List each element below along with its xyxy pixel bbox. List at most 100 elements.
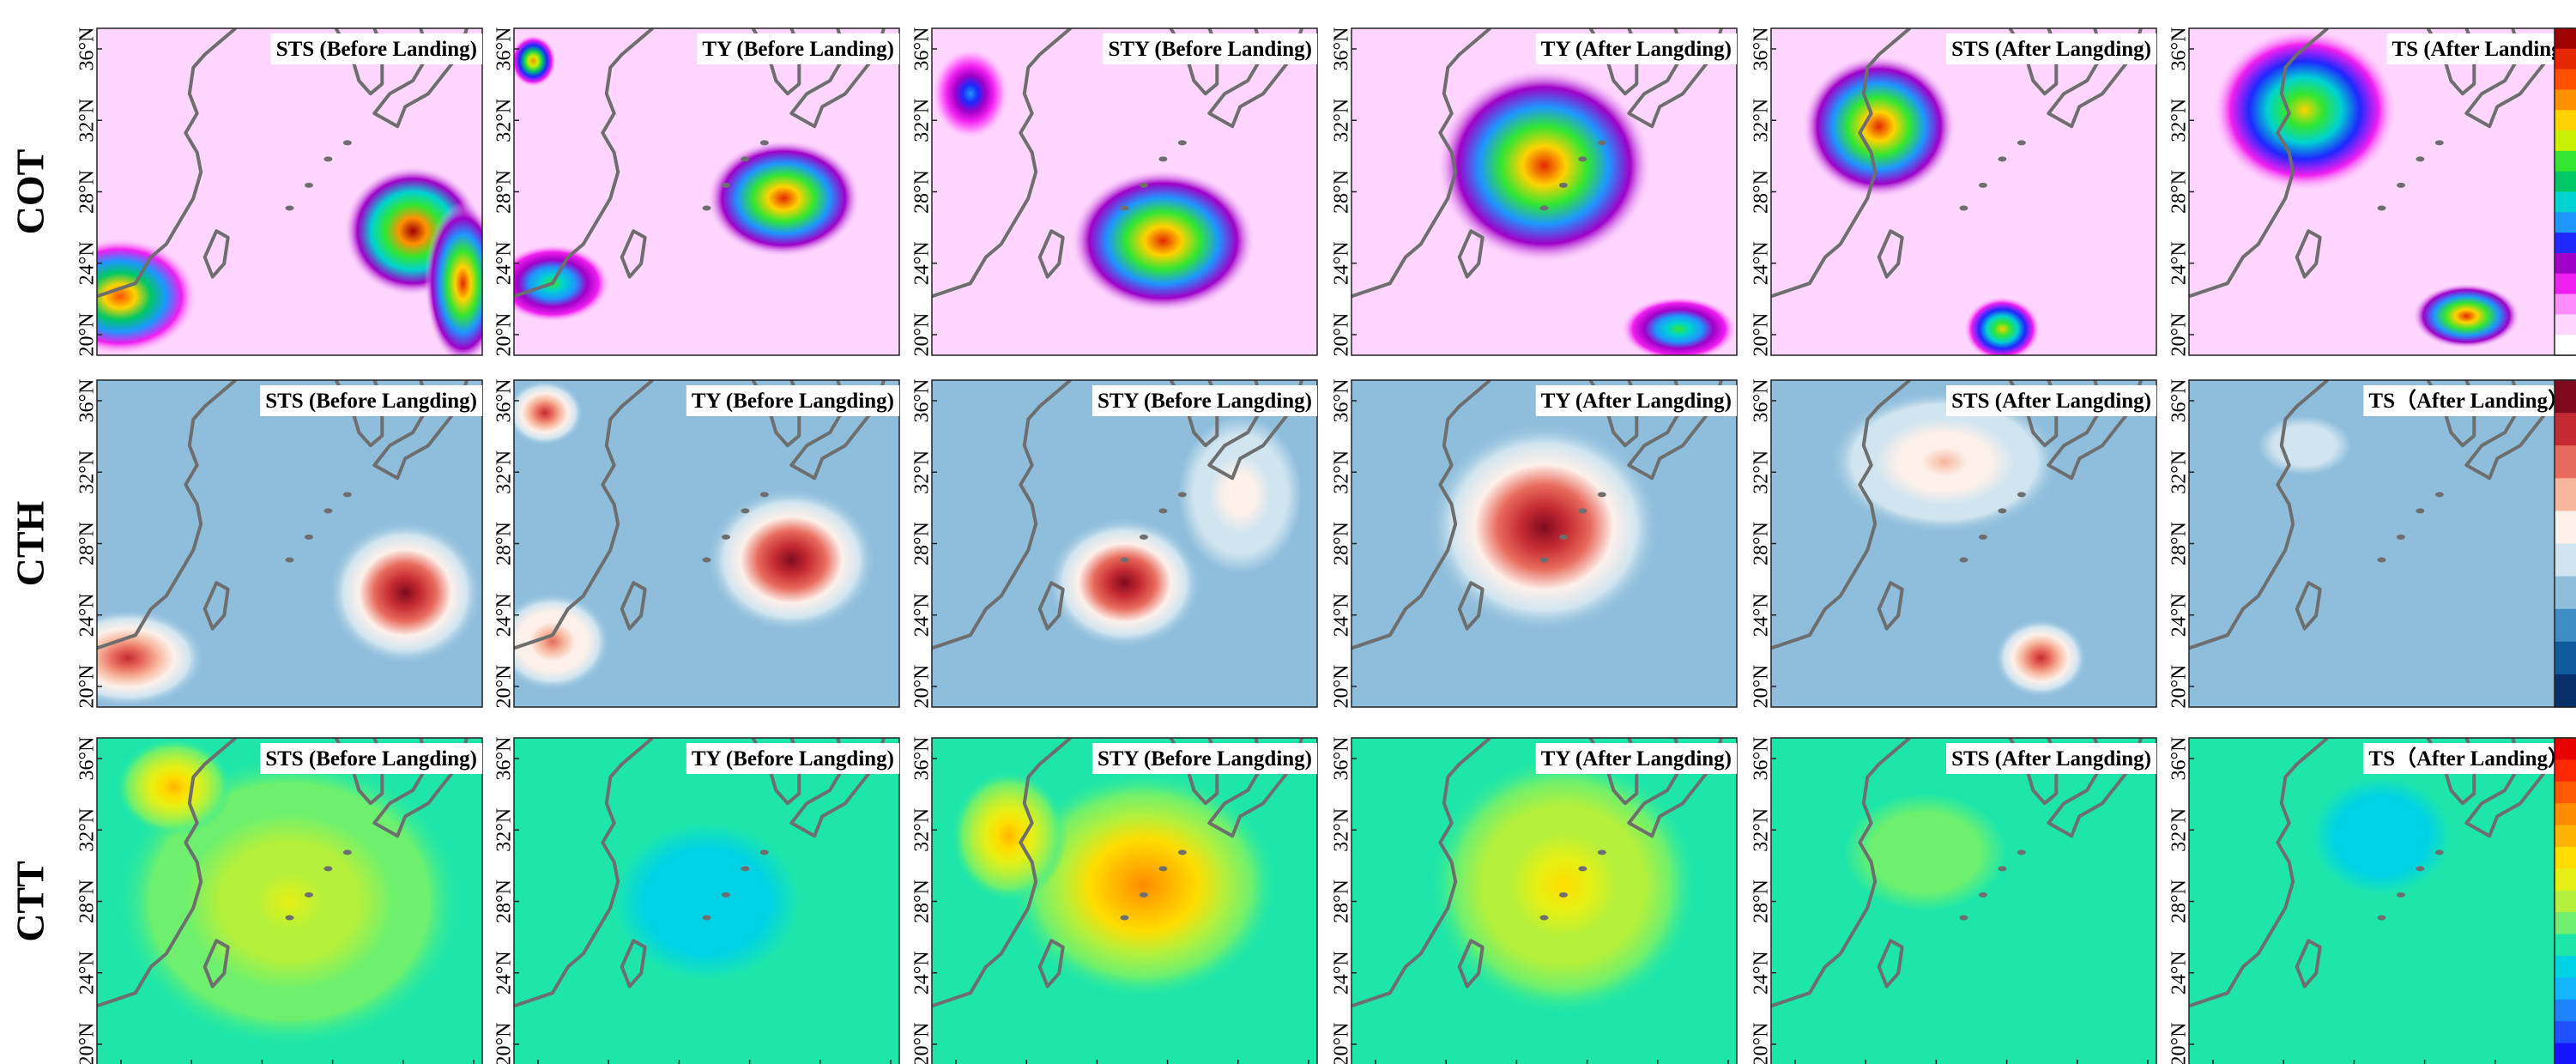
coastline <box>514 28 654 299</box>
colorbar-segment <box>2555 674 2576 708</box>
coastline-japan <box>1627 380 1723 481</box>
coastline <box>97 28 237 299</box>
coastline <box>1351 28 1491 299</box>
island <box>285 915 294 921</box>
lat-tick-label: 28°N <box>2168 170 2191 214</box>
colorbar-segment <box>2555 934 2576 957</box>
colorbar-segment <box>2555 314 2576 336</box>
lat-tick-label: 24°N <box>1331 241 1353 285</box>
island <box>1120 915 1129 921</box>
lat-tick-label: 24°N <box>76 241 99 285</box>
colorbar-segment <box>2555 781 2576 804</box>
row-label-cth: CTH <box>9 500 52 586</box>
panel-title-background <box>2363 743 2574 774</box>
island <box>1578 508 1587 514</box>
colorbar-segment <box>2555 130 2576 152</box>
lat-tick-label: 36°N <box>76 737 99 781</box>
map-panel: STS (After Langding) 36°N 32°N 28°N 24°N 20°N <box>1751 379 2157 709</box>
island <box>1558 892 1568 898</box>
map-panel: STS (Before Langding) 36°N 32°N 28°N 24°N 20°… <box>76 737 483 1064</box>
island <box>741 866 750 872</box>
cloud-field-blob <box>1008 771 1279 1000</box>
lat-tick-label: 20°N <box>2168 665 2191 709</box>
coastline-japan <box>2464 738 2561 838</box>
lat-tick-label: 36°N <box>911 379 934 423</box>
cloud-field-blob <box>97 608 205 707</box>
cloud-field-blob <box>514 380 584 446</box>
cloud-field-blob <box>1790 754 2060 951</box>
lat-tick-label: 36°N <box>2168 27 2191 71</box>
colorbar-frame <box>2554 27 2576 356</box>
lat-tick-label: 32°N <box>1331 450 1353 494</box>
lat-tick-label: 28°N <box>2168 880 2191 923</box>
colorbar-ctt: 218.4201.6184.8168151.2134.4117.6100.884… <box>2554 737 2576 1064</box>
island <box>2377 915 2386 921</box>
coastline <box>514 380 654 650</box>
lat-tick-label: 28°N <box>1751 170 1773 214</box>
lat-tick-label: 24°N <box>1331 593 1353 637</box>
lat-tick-label: 20°N <box>76 665 99 709</box>
cloud-field-blob <box>1829 390 2060 535</box>
colorbar-segment <box>2555 890 2576 913</box>
island <box>2017 140 2026 146</box>
cloud-field-blob <box>2412 283 2521 349</box>
panel-title: STS (After Langding) <box>1951 390 2151 413</box>
cloud-field-blob <box>1994 619 2088 698</box>
lat-tick-label: 24°N <box>76 593 99 637</box>
lat-tick-label: 20°N <box>911 1023 934 1064</box>
colorbar-segment <box>2555 478 2576 511</box>
coastline <box>2189 380 2329 650</box>
panel-title-background <box>1946 743 2156 774</box>
coastline-taiwan <box>2295 229 2322 279</box>
row-label-cot: COT <box>9 149 52 235</box>
island <box>285 205 294 211</box>
cloud-field-blob <box>514 244 611 323</box>
lat-tick-label: 24°N <box>911 951 934 994</box>
island <box>1177 492 1187 498</box>
island <box>2416 508 2425 514</box>
panel-title-background <box>260 385 482 416</box>
coastline <box>1351 738 1491 1008</box>
colorbar-segment <box>2555 1043 2576 1064</box>
coastline-taiwan <box>1877 581 1904 631</box>
lat-tick-label: 28°N <box>76 170 99 214</box>
lat-tick-label: 20°N <box>1751 665 1773 709</box>
colorbar-frame <box>2554 379 2576 708</box>
coastline-taiwan <box>2295 581 2322 631</box>
cloud-field-blob <box>1436 67 1653 264</box>
lat-tick-label: 36°N <box>493 27 516 71</box>
coastline-japan <box>2047 738 2143 838</box>
cloud-field-blob <box>1047 517 1202 649</box>
island <box>342 492 352 498</box>
lat-tick-label: 28°N <box>76 880 99 923</box>
colorbar-segment <box>2555 69 2576 90</box>
island <box>1558 534 1568 540</box>
cloud-field-blob <box>706 139 862 257</box>
map-panel: STY (Before Langding) 36°N 32°N 28°N 24°N 20°… <box>911 379 1318 708</box>
lat-tick-label: 20°N <box>76 1023 99 1064</box>
colorbar-cth: 9876543210 <box>2554 379 2576 708</box>
colorbar-segment <box>2555 191 2576 213</box>
coastline-japan <box>1207 380 1303 481</box>
coastline-japan <box>1627 738 1723 838</box>
lat-tick-label: 20°N <box>911 313 934 357</box>
panel-title-background <box>1946 385 2156 416</box>
island <box>2396 892 2405 898</box>
island <box>1959 557 1968 563</box>
cloud-field-blob <box>1963 296 2041 355</box>
panel-title-background <box>686 743 899 774</box>
map-panel: TY (Before Langding) 36°N 32°N 28°N 24°N 20°N… <box>493 737 900 1064</box>
coastline <box>2189 28 2329 299</box>
panel-title: STS (After Langding) <box>1951 38 2151 61</box>
coastline-taiwan <box>1457 939 1485 988</box>
colorbar-segment <box>2555 511 2576 544</box>
lat-tick-label: 32°N <box>911 450 934 494</box>
lat-tick-label: 28°N <box>911 522 934 565</box>
cloud-field-blob <box>328 520 482 665</box>
lat-tick-label: 24°N <box>1751 241 1773 285</box>
island <box>1959 915 1968 921</box>
lat-tick-label: 20°N <box>1331 313 1353 357</box>
lat-tick-label: 24°N <box>911 241 934 285</box>
island <box>2396 534 2405 540</box>
panel-title: STY (Before Landing) <box>1108 38 1312 61</box>
